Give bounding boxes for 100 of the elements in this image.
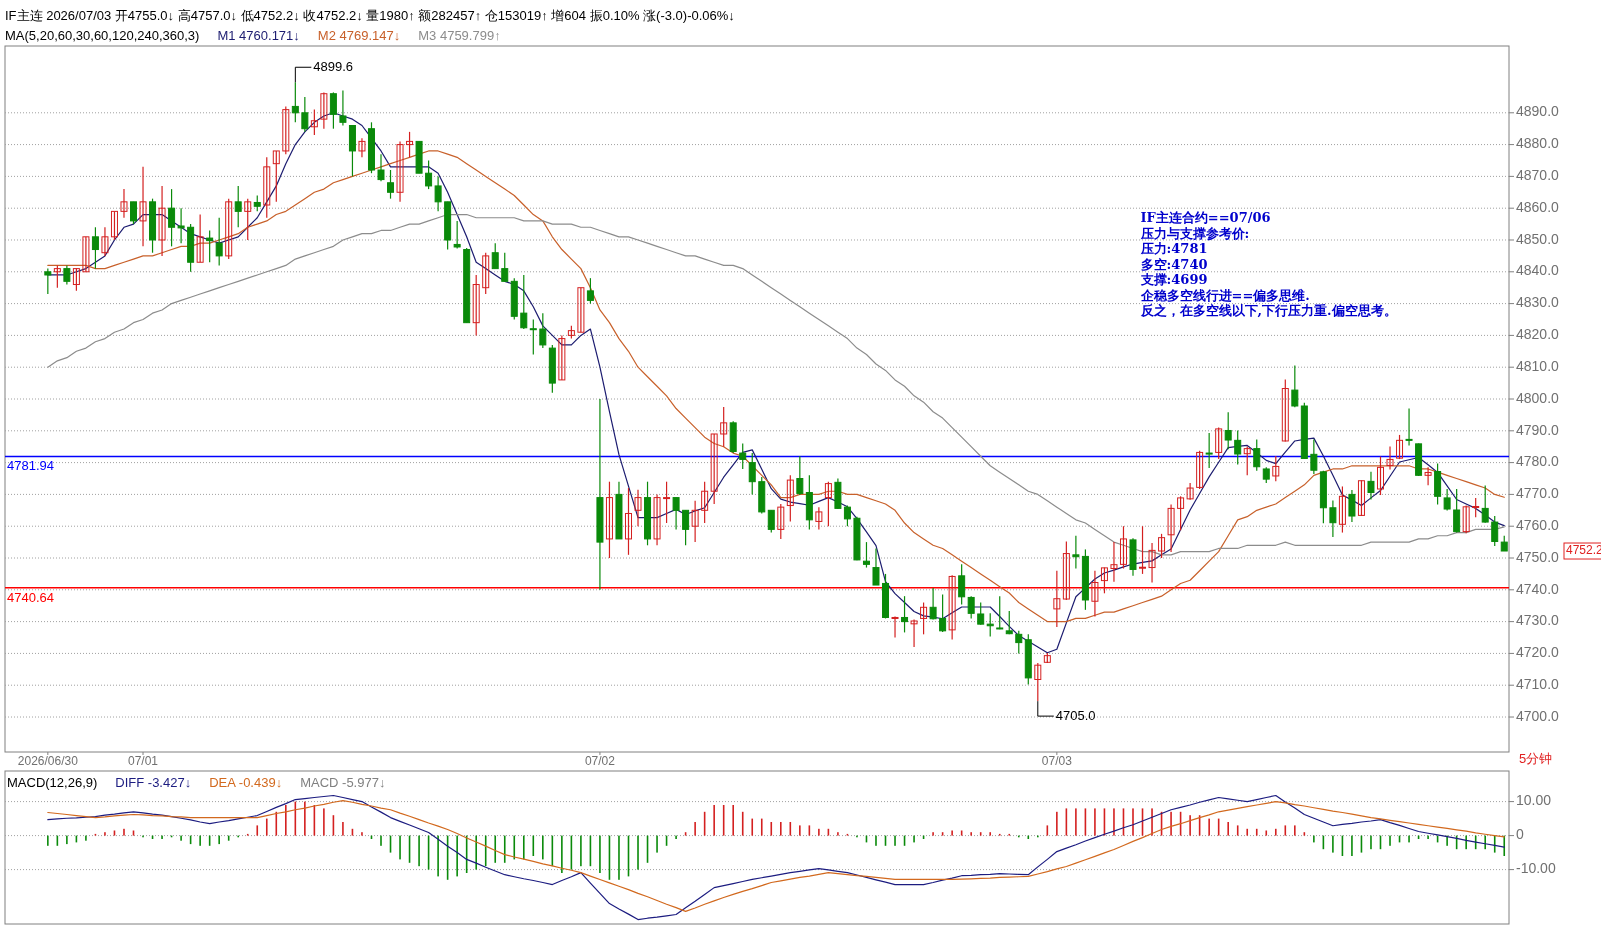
annotation: 4899.6 <box>313 58 354 74</box>
candlestick <box>339 89 347 127</box>
candlestick <box>244 198 252 241</box>
candlestick <box>1310 438 1318 475</box>
candlestick <box>520 274 528 330</box>
candlestick <box>396 140 404 203</box>
candlestick <box>1443 488 1451 512</box>
candlestick <box>1386 445 1394 471</box>
annotation: IF主连合约==07/06 <box>1140 210 1271 225</box>
ref-line-label: 4781.94 <box>7 458 54 474</box>
candlestick <box>1424 466 1432 486</box>
candlestick <box>748 452 756 496</box>
series-label: MACD -5.977↓ <box>300 775 386 790</box>
candlestick <box>53 264 61 289</box>
text: 5分钟 <box>1519 751 1553 766</box>
candlestick <box>1357 479 1365 517</box>
chart-title: MACD(12,26,9) <box>7 775 98 790</box>
candlestick <box>63 264 71 286</box>
candlestick <box>1453 488 1461 534</box>
candlestick <box>539 312 547 349</box>
candlestick <box>1329 499 1337 538</box>
y-tick-label: 4860.0 <box>1516 198 1560 215</box>
y-tick-label: 4830.0 <box>1516 294 1560 311</box>
y-tick-label: 4890.0 <box>1516 103 1560 120</box>
candlestick <box>939 593 947 633</box>
candlestick <box>206 229 214 263</box>
x-tick-label: 07/03 <box>1041 754 1073 768</box>
y-tick-label: 4850.0 <box>1516 230 1560 247</box>
y-tick-label: 4820.0 <box>1516 326 1560 343</box>
chart-title: IF主连 2026/07/03 开4755.0↓ 高4757.0↓ 低4752.2↓ 收4752.2↓ 量1980↑ 额282457↑ 仓153019↑ 增604 振0.10% 涨(-3.0)-0.06%↓ <box>5 8 735 23</box>
candlestick <box>720 406 728 448</box>
y-tick-label: 4770.0 <box>1516 485 1560 502</box>
candlestick <box>967 595 975 620</box>
candlestick <box>739 442 747 470</box>
annotation: 支撑:4699 <box>1139 272 1208 287</box>
candlestick <box>1253 438 1261 472</box>
candlestick <box>996 595 1004 630</box>
candlestick <box>1034 662 1042 702</box>
candlestick <box>653 493 661 546</box>
y-tick-label: 10.00 <box>1516 792 1552 809</box>
candlestick <box>1224 411 1232 450</box>
candlestick <box>1015 630 1023 655</box>
y-tick-label: 4780.0 <box>1516 453 1560 470</box>
candlestick <box>282 105 290 155</box>
candlestick <box>358 137 366 158</box>
candlestick <box>634 489 642 527</box>
candlestick <box>1405 407 1413 447</box>
y-tick-label: -10.00 <box>1516 860 1556 877</box>
x-tick-label: 07/02 <box>584 754 616 768</box>
candlestick <box>1396 434 1404 460</box>
candlestick <box>301 96 309 133</box>
annotation: 压力:4781 <box>1139 241 1208 256</box>
text: M3 4759.799↑ <box>418 28 501 43</box>
candlestick <box>1100 566 1108 594</box>
candlestick <box>1234 429 1242 466</box>
candlestick <box>91 226 99 270</box>
candlestick <box>1491 515 1499 547</box>
candlestick <box>1053 570 1061 628</box>
candlestick <box>1110 541 1118 583</box>
candlestick <box>120 188 128 219</box>
candlestick <box>501 252 509 282</box>
annotation: 压力与支撑参考价: <box>1139 225 1250 241</box>
candlestick <box>777 503 785 540</box>
text: M1 4760.171↓ <box>217 28 300 43</box>
candlestick <box>1205 432 1213 469</box>
candlestick <box>824 481 832 527</box>
chart-subtitle: MA(5,20,60,30,60,120,240,360,3) <box>5 28 200 43</box>
candlestick <box>901 595 909 634</box>
candlestick <box>215 217 223 267</box>
candlestick <box>1139 525 1147 575</box>
candlestick <box>796 455 804 496</box>
annotation: 企稳多空线行进==偏多思维. <box>1139 287 1310 303</box>
candlestick <box>130 201 138 225</box>
y-tick-label: 4800.0 <box>1516 389 1560 406</box>
candlestick <box>139 166 147 247</box>
candlestick <box>101 226 109 257</box>
candlestick <box>862 541 870 569</box>
candlestick <box>44 268 52 295</box>
candlestick <box>1376 455 1384 496</box>
y-tick-label: 4760.0 <box>1516 516 1560 533</box>
candlestick <box>1119 525 1127 570</box>
candlestick <box>1091 570 1099 618</box>
y-tick-label: 4750.0 <box>1516 548 1560 565</box>
y-tick-label: 4810.0 <box>1516 357 1560 374</box>
candlestick <box>558 334 566 381</box>
candlestick <box>1215 427 1223 460</box>
candlestick <box>1158 533 1166 559</box>
candlestick <box>682 509 690 546</box>
y-tick-label: 4880.0 <box>1516 135 1560 152</box>
candlestick <box>1177 495 1185 531</box>
candlestick <box>425 159 433 190</box>
candlestick <box>872 547 880 586</box>
candlestick <box>72 268 80 292</box>
x-tick-label: 2026/06/30 <box>17 754 79 768</box>
candlestick <box>577 287 585 333</box>
candlestick <box>1243 445 1251 476</box>
candlestick <box>786 474 794 523</box>
candlestick <box>1481 484 1489 524</box>
candlestick <box>929 587 937 620</box>
candlestick <box>196 213 204 263</box>
